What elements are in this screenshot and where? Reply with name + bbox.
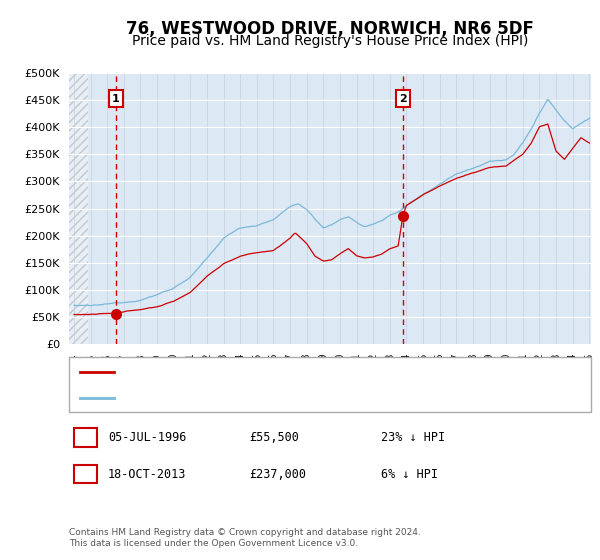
Text: £237,000: £237,000 bbox=[249, 468, 306, 481]
Bar bbox=[65, 73, 88, 344]
Text: Contains HM Land Registry data © Crown copyright and database right 2024.
This d: Contains HM Land Registry data © Crown c… bbox=[69, 528, 421, 548]
Text: Price paid vs. HM Land Registry's House Price Index (HPI): Price paid vs. HM Land Registry's House … bbox=[132, 34, 528, 48]
Text: 18-OCT-2013: 18-OCT-2013 bbox=[108, 468, 187, 481]
Text: 05-JUL-1996: 05-JUL-1996 bbox=[108, 431, 187, 445]
Text: 23% ↓ HPI: 23% ↓ HPI bbox=[381, 431, 445, 445]
Text: HPI: Average price, detached house, Broadland: HPI: Average price, detached house, Broa… bbox=[120, 393, 383, 403]
Text: 76, WESTWOOD DRIVE, NORWICH, NR6 5DF (detached house): 76, WESTWOOD DRIVE, NORWICH, NR6 5DF (de… bbox=[120, 367, 467, 377]
Text: 1: 1 bbox=[81, 431, 89, 445]
Text: 2: 2 bbox=[81, 468, 89, 481]
Text: £55,500: £55,500 bbox=[249, 431, 299, 445]
Text: 2: 2 bbox=[399, 94, 407, 104]
Text: 76, WESTWOOD DRIVE, NORWICH, NR6 5DF: 76, WESTWOOD DRIVE, NORWICH, NR6 5DF bbox=[126, 20, 534, 38]
Text: 1: 1 bbox=[112, 94, 119, 104]
Text: 6% ↓ HPI: 6% ↓ HPI bbox=[381, 468, 438, 481]
